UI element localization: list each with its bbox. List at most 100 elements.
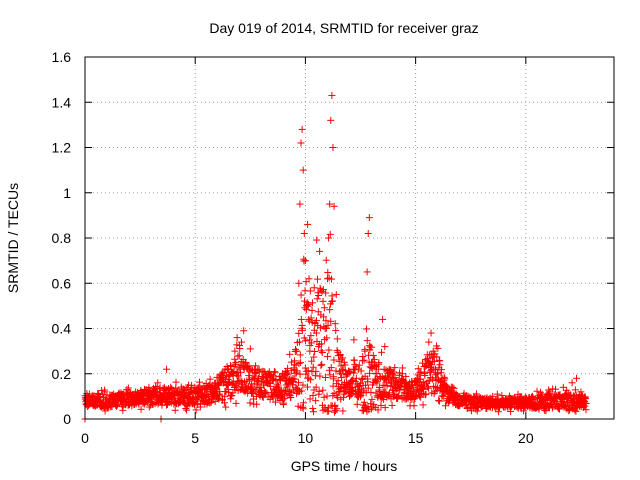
data-point (297, 359, 305, 367)
data-point (331, 320, 339, 328)
data-point (582, 399, 590, 407)
data-point (315, 292, 323, 300)
data-point (577, 388, 585, 396)
data-point (149, 392, 157, 400)
data-point (334, 377, 342, 385)
data-point (515, 399, 523, 407)
data-point (433, 353, 441, 361)
data-point (303, 383, 311, 391)
data-point (378, 392, 386, 400)
data-point (220, 399, 228, 407)
data-point (280, 399, 288, 407)
data-point (266, 382, 274, 390)
data-point (260, 381, 268, 389)
data-point (292, 345, 300, 353)
data-point (458, 395, 466, 403)
data-point (390, 374, 398, 382)
data-point (271, 398, 279, 406)
data-point (298, 326, 306, 334)
data-point (410, 402, 418, 410)
data-point (232, 358, 240, 366)
data-point (471, 399, 479, 407)
data-point (511, 395, 519, 403)
data-point (324, 269, 332, 277)
data-point (427, 361, 435, 369)
data-point (306, 395, 314, 403)
data-point (391, 364, 399, 372)
data-point (427, 329, 435, 337)
data-point (493, 390, 501, 398)
data-point (231, 355, 239, 363)
data-point (236, 345, 244, 353)
data-point (339, 407, 347, 415)
data-point (365, 214, 373, 222)
x-axis-label: GPS time / hours (291, 458, 398, 474)
data-point (293, 367, 301, 375)
data-point (568, 379, 576, 387)
data-point (368, 395, 376, 403)
data-point (298, 125, 306, 133)
data-point (270, 372, 278, 380)
data-point (442, 402, 450, 410)
data-point (315, 343, 323, 351)
data-point (141, 390, 149, 398)
data-point (387, 382, 395, 390)
data-point (559, 383, 567, 391)
data-point (449, 383, 457, 391)
data-point (294, 379, 302, 387)
data-point (381, 404, 389, 412)
data-point (571, 386, 579, 394)
data-point (362, 325, 370, 333)
data-point (379, 315, 387, 323)
data-point (269, 394, 277, 402)
data-point (245, 362, 253, 370)
y-axis-label: SRMTID / TECUs (5, 183, 21, 293)
data-point (118, 397, 126, 405)
data-point (180, 392, 188, 400)
data-point (296, 338, 304, 346)
data-point (337, 362, 345, 370)
data-point (332, 326, 340, 334)
data-point (338, 366, 346, 374)
data-point (520, 401, 528, 409)
x-tick-label: 20 (518, 430, 534, 446)
data-point (564, 395, 572, 403)
data-point (227, 395, 235, 403)
data-point (172, 378, 180, 386)
data-point (385, 365, 393, 373)
data-point (322, 317, 330, 325)
data-point (297, 139, 305, 147)
data-point (360, 356, 368, 364)
data-point (124, 384, 132, 392)
data-point (326, 371, 334, 379)
data-point (381, 343, 389, 351)
data-point (316, 372, 324, 380)
data-point (110, 390, 118, 398)
data-point (350, 356, 358, 364)
data-point (346, 392, 353, 400)
data-point (320, 304, 328, 312)
y-tick-label: 0.6 (52, 275, 72, 291)
data-point (226, 362, 234, 370)
data-point (192, 406, 200, 414)
data-point (306, 287, 314, 295)
data-point (101, 388, 109, 396)
data-point (132, 388, 140, 396)
data-point (328, 292, 336, 300)
data-point (421, 371, 429, 379)
data-point (206, 399, 214, 407)
data-point (366, 369, 374, 377)
data-point (310, 353, 318, 361)
data-point (189, 395, 197, 403)
data-point (96, 397, 104, 405)
x-tick-label: 0 (81, 430, 89, 446)
data-point (442, 397, 450, 405)
data-point (202, 392, 210, 400)
data-point (325, 234, 333, 242)
data-point (363, 337, 371, 345)
data-point (211, 383, 219, 391)
data-point (240, 327, 248, 335)
data-point (374, 406, 382, 414)
data-point (436, 377, 444, 385)
data-point (355, 361, 363, 369)
